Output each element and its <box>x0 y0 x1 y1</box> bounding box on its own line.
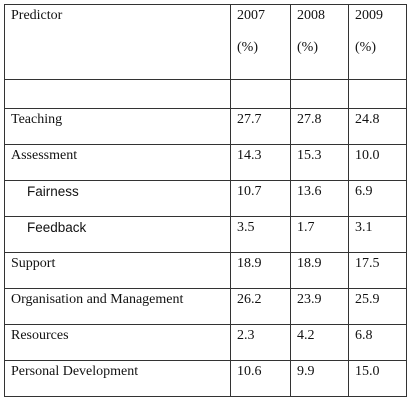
value-cell: 15.0 <box>348 360 407 397</box>
value-cell: 18.9 <box>230 252 291 289</box>
value-cell: 25.9 <box>348 288 407 325</box>
value-cell: 23.9 <box>290 288 349 325</box>
value-cell: 27.8 <box>290 108 349 145</box>
data-row: Assessment 14.3 15.3 10.0 <box>4 144 407 181</box>
value-cell: 14.3 <box>230 144 291 181</box>
header-text: 2009 <box>355 8 383 23</box>
value-cell: 9.9 <box>290 360 349 397</box>
value-cell: 13.6 <box>290 180 349 217</box>
value-cell: 18.9 <box>290 252 349 289</box>
header-text: 2008 <box>297 8 325 23</box>
header-cell: 2007 (%) <box>230 4 291 80</box>
row-label: Organisation and Management <box>4 288 231 325</box>
value-cell: 6.9 <box>348 180 407 217</box>
data-row: Teaching 27.7 27.8 24.8 <box>4 108 407 145</box>
value-cell: 1.7 <box>290 216 349 253</box>
empty-cell <box>4 79 231 109</box>
row-label: Support <box>4 252 231 289</box>
value-cell: 24.8 <box>348 108 407 145</box>
empty-row <box>4 79 407 109</box>
value-cell: 6.8 <box>348 324 407 361</box>
data-row: Support 18.9 18.9 17.5 <box>4 252 407 289</box>
data-row: Personal Development 10.6 9.9 15.0 <box>4 360 407 397</box>
value-cell: 3.5 <box>230 216 291 253</box>
row-label: Fairness <box>4 180 231 217</box>
value-cell: 10.6 <box>230 360 291 397</box>
header-cell: 2009 (%) <box>348 4 407 80</box>
header-row: Predictor 2007 (%) 2008 (%) 2009 (%) <box>4 4 407 80</box>
row-label: Personal Development <box>4 360 231 397</box>
value-cell: 3.1 <box>348 216 407 253</box>
value-cell: 27.7 <box>230 108 291 145</box>
header-unit: (%) <box>355 40 376 55</box>
data-table: Predictor 2007 (%) 2008 (%) 2009 (%) Teachi… <box>4 4 407 397</box>
row-label: Teaching <box>4 108 231 145</box>
data-row: Fairness 10.7 13.6 6.9 <box>4 180 407 217</box>
value-cell: 4.2 <box>290 324 349 361</box>
header-unit: (%) <box>297 40 318 55</box>
empty-cell <box>290 79 349 109</box>
table-body: Predictor 2007 (%) 2008 (%) 2009 (%) Teachi… <box>4 4 407 397</box>
value-cell: 2.3 <box>230 324 291 361</box>
empty-cell <box>230 79 291 109</box>
data-row: Feedback 3.5 1.7 3.1 <box>4 216 407 253</box>
header-cell: Predictor <box>4 4 231 80</box>
value-cell: 15.3 <box>290 144 349 181</box>
data-row: Organisation and Management 26.2 23.9 25.9 <box>4 288 407 325</box>
row-label: Resources <box>4 324 231 361</box>
data-row: Resources 2.3 4.2 6.8 <box>4 324 407 361</box>
header-cell: 2008 (%) <box>290 4 349 80</box>
header-unit: (%) <box>237 40 258 55</box>
header-text: Predictor <box>11 8 63 23</box>
empty-cell <box>348 79 407 109</box>
header-text: 2007 <box>237 8 265 23</box>
value-cell: 26.2 <box>230 288 291 325</box>
value-cell: 17.5 <box>348 252 407 289</box>
value-cell: 10.0 <box>348 144 407 181</box>
row-label: Feedback <box>4 216 231 253</box>
value-cell: 10.7 <box>230 180 291 217</box>
row-label: Assessment <box>4 144 231 181</box>
